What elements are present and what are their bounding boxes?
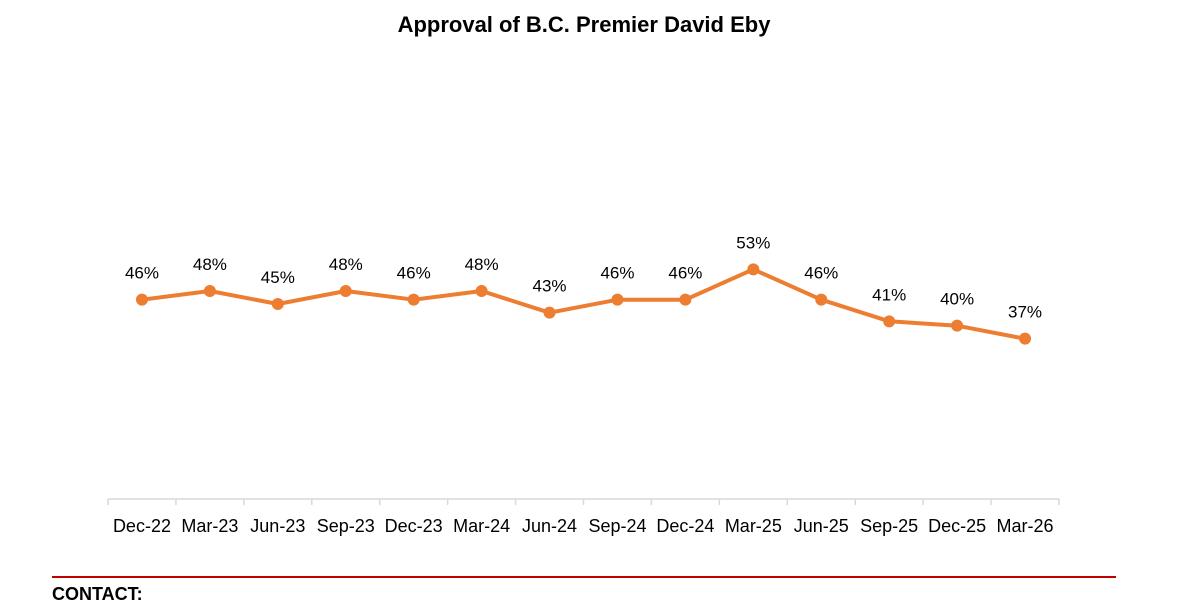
data-label: 46% [125, 264, 159, 283]
data-point [271, 298, 284, 310]
x-tick-labels: Dec-22 Mar-23 Jun-23 Sep-23 Dec-23 Mar-24 Jun-… [113, 516, 1054, 536]
x-tick-label: Mar-25 [725, 516, 782, 536]
data-label: 48% [329, 255, 363, 274]
data-label: 46% [668, 264, 702, 283]
data-point [951, 319, 964, 332]
data-label: 46% [804, 264, 838, 283]
x-tick-label: Sep-25 [860, 516, 918, 536]
data-label: 48% [465, 255, 499, 274]
x-tick-label: Mar-23 [181, 516, 238, 536]
data-point [475, 285, 488, 297]
data-label: 46% [600, 264, 634, 283]
x-tick-label: Dec-22 [113, 516, 171, 536]
data-label: 48% [193, 255, 227, 274]
data-point [883, 315, 896, 328]
data-point [407, 293, 420, 306]
x-tick-label: Dec-25 [928, 516, 986, 536]
x-tick-label: Mar-26 [997, 516, 1054, 536]
data-point [543, 306, 556, 319]
x-axis [107, 498, 1060, 505]
data-point [679, 293, 692, 306]
data-point [611, 293, 624, 306]
data-label: 46% [397, 264, 431, 283]
series-line [140, 267, 1027, 341]
x-tick-label: Sep-24 [588, 516, 646, 536]
data-point [1019, 332, 1032, 345]
x-tick-label: Dec-24 [656, 516, 714, 536]
data-label: 37% [1008, 303, 1042, 322]
data-label: 53% [736, 233, 770, 252]
data-label: 40% [940, 290, 974, 309]
data-points [135, 263, 1032, 345]
data-point [815, 293, 828, 306]
data-label: 45% [261, 268, 295, 287]
x-tick-label: Jun-24 [522, 516, 577, 536]
x-tick-label: Dec-23 [385, 516, 443, 536]
data-point [203, 285, 216, 297]
x-tick-label: Mar-24 [453, 516, 510, 536]
data-point [339, 285, 352, 297]
x-tick-label: Jun-25 [794, 516, 849, 536]
x-tick-label: Sep-23 [317, 516, 375, 536]
data-labels: 46% 48% 45% 48% 46% 48% 43% 46% 46% 53% 46% 41% 40% 3… [125, 233, 1042, 321]
data-label: 41% [872, 285, 906, 304]
x-tick-label: Jun-23 [250, 516, 305, 536]
data-point [747, 263, 760, 276]
series-line-group [140, 267, 1027, 341]
chart-title: Approval of B.C. Premier David Eby [398, 12, 772, 37]
contact-heading: CONTACT: [52, 584, 143, 604]
data-label: 43% [533, 277, 567, 296]
data-point [135, 293, 148, 306]
